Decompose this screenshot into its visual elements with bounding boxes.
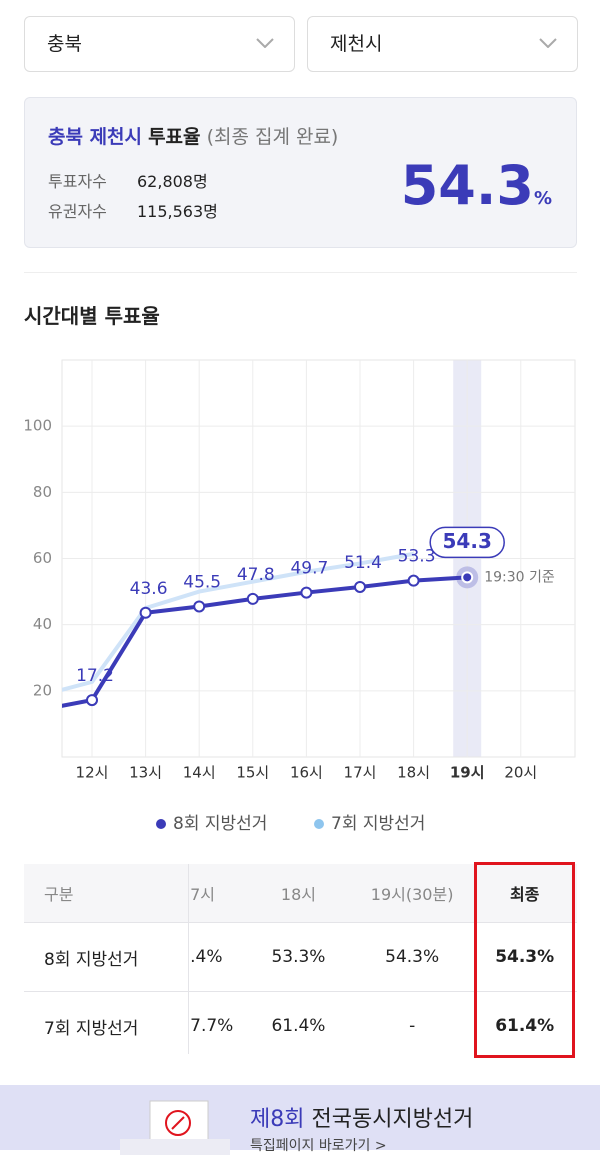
table-cell: 8회 지방선거 [24, 922, 190, 992]
banner-link: 특집페이지 바로가기 > [250, 1138, 387, 1154]
rate: 54.3% [401, 154, 552, 217]
header-cell: 최종 [472, 864, 577, 923]
legend-dot [314, 819, 324, 829]
legend-label: 7회 지방선거 [331, 814, 425, 834]
banner-prefix: 제8회 [250, 1107, 305, 1132]
province-select[interactable]: 충북 [24, 16, 295, 72]
status: (최종 집계 완료) [206, 126, 339, 148]
x-tick-label: 16시 [290, 764, 323, 782]
table-cell: 61.4% [245, 991, 352, 1054]
y-tick-label: 20 [33, 681, 52, 699]
table-wrap: 구분 7시 18시 19시(30분) 최종 8회 지방선거 .4% 53.3% 54.3% 54.… [24, 864, 577, 1054]
callout-label: 54.3 [443, 529, 492, 553]
point [300, 586, 313, 599]
data-label: 17.2 [76, 666, 114, 686]
table: 구분 7시 18시 19시(30분) 최종 8회 지방선거 .4% 53.3% 54.3% 54.… [24, 864, 577, 1054]
data-label: 51.4 [344, 553, 382, 573]
x-tick-label: 20시 [504, 764, 537, 782]
header-cell: 구분 [24, 864, 190, 923]
x-tick-label: 14시 [183, 764, 216, 782]
table-cell: 7.7% [188, 991, 246, 1054]
summary-box: 충북 제천시 투표율 (최종 집계 완료) 투표자수 62,808명 유권자수 … [24, 97, 577, 248]
header-cell: 18시 [245, 864, 352, 923]
rate-label: 투표율 [148, 126, 201, 148]
data-label: 43.6 [130, 579, 168, 599]
point [193, 600, 206, 613]
select-text: 제천시 [330, 33, 383, 55]
select-text: 충북 [47, 33, 82, 55]
electors-label: 유권자수 [48, 202, 107, 221]
legend-dot [156, 819, 166, 829]
ballot-icon [120, 1100, 230, 1155]
header-cell: 7시 [188, 864, 246, 923]
point [246, 592, 259, 605]
series-line [62, 551, 414, 692]
divider [24, 272, 577, 273]
legend-label: 8회 지방선거 [173, 814, 267, 834]
table-row: 7회 지방선거 7.7% 61.4% -61.4% [24, 991, 577, 1054]
y-tick-label: 40 [33, 615, 52, 633]
header-cell: 19시(30분) [351, 864, 473, 923]
table-cell: 54.3% [472, 922, 577, 992]
voters: 62,808명 [137, 172, 208, 191]
table-row: 8회 지방선거 .4% 53.3% 54.3% 54.3% [24, 922, 577, 992]
point [407, 574, 420, 587]
data-label: 53.3 [398, 547, 436, 567]
x-tick-label: 12시 [76, 764, 109, 782]
x-tick-label: 18시 [397, 764, 430, 782]
table-cell: 7회 지방선거 [24, 991, 190, 1054]
banner-text: 전국동시지방선거 [311, 1107, 474, 1132]
data-label: 47.8 [237, 565, 275, 585]
city-select[interactable]: 제천시 [307, 16, 578, 72]
summary-title: 충북 제천시 투표율 (최종 집계 완료) [48, 122, 338, 149]
electors: 115,563명 [137, 202, 218, 221]
x-tick-label: 17시 [344, 764, 377, 782]
x-tick-label: 19시 [450, 764, 485, 782]
banner[interactable]: 제8회 전국동시지방선거 특집페이지 바로가기 > [0, 1085, 600, 1155]
chevron [256, 38, 274, 48]
banner-title: 제8회 전국동시지방선거 [250, 1101, 473, 1133]
highlight-box [474, 862, 575, 1058]
data-label: 49.7 [290, 559, 328, 579]
y-tick-label: 80 [33, 483, 52, 501]
point [139, 606, 152, 619]
annotation: 19:30 기준 [484, 569, 555, 585]
table-cell: - [351, 991, 473, 1054]
section-title: 시간대별 투표율 [24, 304, 160, 328]
table-cell: 54.3% [351, 922, 473, 992]
y-tick-label: 100 [23, 417, 52, 435]
data-label: 45.5 [183, 572, 221, 592]
point [86, 694, 98, 707]
chart: 12시 13시 14시 15시 16시 17시 18시 19시 20시 20 40 60 80 100 17… [23, 359, 576, 834]
table-cell: 61.4% [472, 991, 577, 1054]
header-row: 구분 7시 18시 19시(30분) 최종 [24, 864, 577, 923]
y-tick-label: 60 [33, 549, 52, 567]
x-tick-label: 13시 [129, 764, 162, 782]
x-tick-label: 15시 [236, 764, 269, 782]
table-cell: .4% [188, 922, 246, 992]
point [354, 580, 366, 593]
rate-value: 54.3 [400, 154, 534, 217]
table-cell: 53.3% [245, 922, 352, 992]
chevron [539, 38, 557, 48]
region: 충북 제천시 [48, 126, 143, 148]
point [461, 571, 474, 584]
voters-label: 투표자수 [48, 172, 107, 191]
rate-unit: % [533, 188, 552, 209]
callout [429, 526, 505, 559]
